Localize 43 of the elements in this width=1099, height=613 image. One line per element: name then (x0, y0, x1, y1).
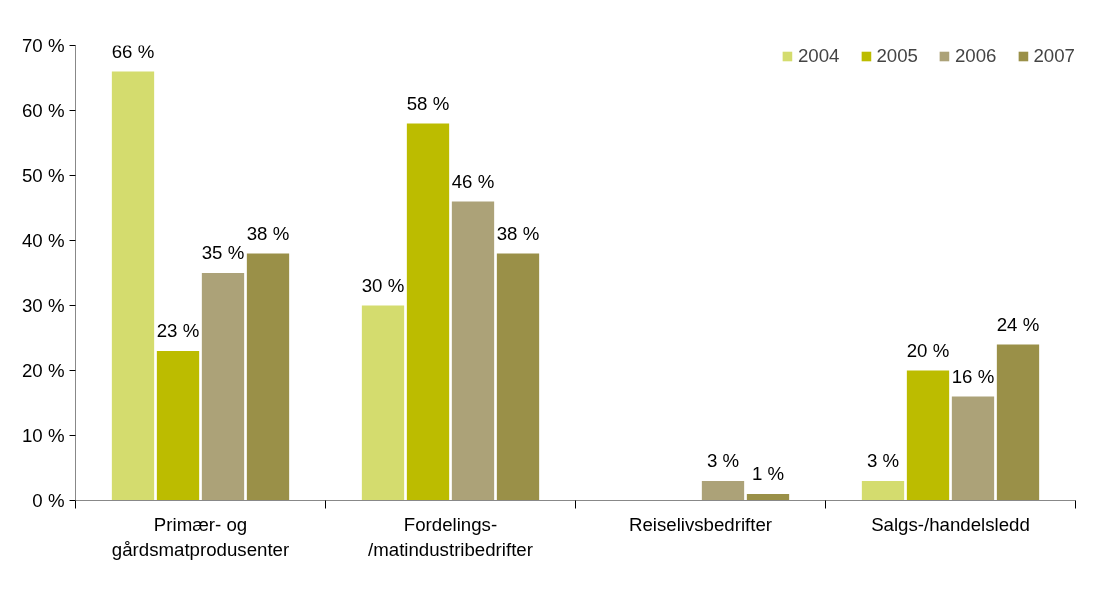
y-tick-label: 70 % (21, 35, 65, 56)
bar (701, 481, 745, 501)
data-label: 46 % (451, 170, 495, 192)
bar (246, 253, 290, 501)
y-tick-label: 40 % (21, 230, 65, 251)
legend-label: 2006 (954, 45, 997, 67)
bar (746, 494, 790, 501)
bar (951, 396, 995, 501)
data-label: 3 % (706, 450, 740, 471)
x-tick-label: Reiselivsbedrifter (628, 513, 773, 535)
data-label: 38 % (246, 222, 290, 244)
y-tick-label: 60 % (21, 100, 65, 121)
data-label: 24 % (996, 313, 1040, 335)
y-tick-label: 20 % (21, 360, 65, 381)
x-tick-label: Salgs-/handelsledd (871, 513, 1030, 535)
data-label: 16 % (951, 365, 995, 387)
data-label: 58 % (406, 92, 450, 114)
bar (406, 123, 450, 501)
data-label: 30 % (361, 274, 405, 296)
legend-label: 2004 (797, 45, 840, 67)
bar (496, 253, 540, 501)
bar (111, 71, 155, 501)
bar (156, 351, 200, 501)
data-label: 35 % (201, 242, 245, 263)
y-tick-label: 30 % (21, 295, 65, 316)
y-tick-label: 0 % (32, 490, 65, 511)
data-label: 3 % (866, 450, 900, 471)
bar (451, 201, 495, 501)
bar (996, 344, 1040, 501)
bar (201, 273, 245, 501)
bar (361, 305, 405, 501)
data-label: 20 % (906, 339, 950, 361)
data-label: 38 % (496, 222, 540, 244)
x-tick-label: Fordelings- /matindustribedrifter (368, 513, 533, 560)
x-tick-label: Primær- og gårdsmatprodusenter (111, 513, 290, 560)
bar (861, 481, 905, 501)
legend-label: 2005 (876, 45, 918, 67)
y-tick-label: 10 % (21, 425, 65, 446)
data-label: 1 % (751, 463, 785, 484)
legend-label: 2007 (1033, 45, 1075, 67)
bar (906, 370, 950, 501)
y-tick-label: 50 % (21, 165, 65, 186)
data-label: 23 % (156, 320, 200, 341)
